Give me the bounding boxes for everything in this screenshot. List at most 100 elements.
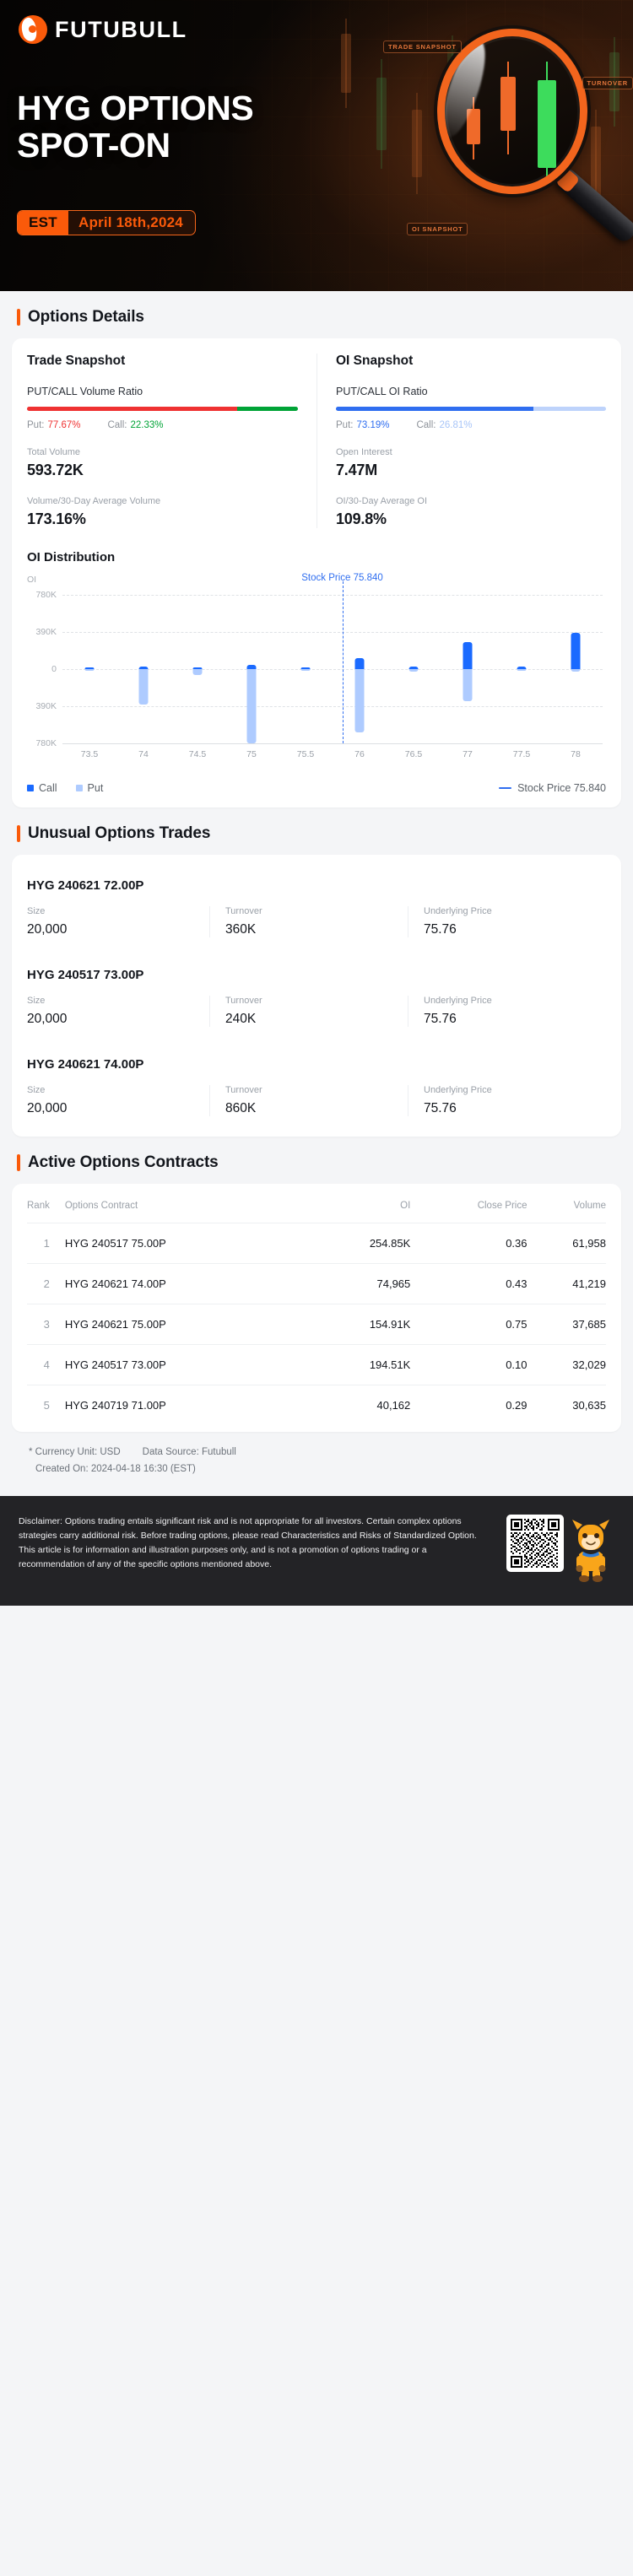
chart-bar-put xyxy=(571,669,581,672)
section-accent-bar xyxy=(17,309,20,326)
futubull-bull-logo-icon xyxy=(19,15,47,44)
cell-contract: HYG 240621 75.00P xyxy=(56,1304,315,1345)
options-details-title: Options Details xyxy=(28,308,144,326)
chart-bar-group: 73.5 xyxy=(62,595,116,759)
bull-mascot-svg xyxy=(572,1520,609,1583)
section-accent-bar xyxy=(17,825,20,842)
oi-ratio-put-segment xyxy=(336,407,534,411)
trade-ratio-label: PUT/CALL Volume Ratio xyxy=(27,386,143,397)
chart-gridline xyxy=(62,595,603,596)
chart-x-tick: 77.5 xyxy=(512,749,531,759)
cell-oi: 194.51K xyxy=(314,1344,411,1385)
chart-gridline xyxy=(62,632,603,633)
th-oi: OI xyxy=(400,1201,411,1211)
section-accent-bar xyxy=(17,1154,20,1171)
chart-bar-group: 76.5 xyxy=(387,595,441,759)
cell-oi: 154.91K xyxy=(314,1304,411,1345)
metric-volume-avg-value: 173.16% xyxy=(27,510,86,527)
legend-item-stock-price: Stock Price 75.840 xyxy=(499,782,606,794)
unusual-trade-size-label: Size xyxy=(27,996,46,1006)
trade-put-value: 77.67% xyxy=(47,420,81,430)
cell-volume: 61,958 xyxy=(527,1223,606,1264)
legend-call-swatch-icon xyxy=(27,785,34,791)
chart-gridline xyxy=(62,743,603,744)
qr-code-svg xyxy=(511,1519,560,1569)
oi-distribution-chart: OI Distribution OI Stock Price 75.840 78… xyxy=(27,550,606,794)
candlestick-decor xyxy=(500,62,516,154)
hero-banner: FUTUBULL HYG OPTIONS SPOT-ON EST April 1… xyxy=(0,0,633,291)
unusual-trade-turnover-value: 360K xyxy=(225,922,257,937)
chart-y-tick: 390K xyxy=(35,627,57,637)
unusual-trade-size-value: 20,000 xyxy=(27,922,68,937)
chart-x-tick: 73.5 xyxy=(80,749,99,759)
legend-item-call: Call xyxy=(27,782,57,794)
legend-put-swatch-icon xyxy=(75,785,83,791)
unusual-trade-turnover: Turnover 860K xyxy=(209,1085,408,1116)
oi-ratio-label: PUT/CALL OI Ratio xyxy=(336,386,428,397)
th-contract: Options Contract xyxy=(64,1201,138,1211)
brand-name: FUTUBULL xyxy=(55,16,187,42)
unusual-trade-columns: Size 20,000 Turnover 860K Underlying Price 75… xyxy=(27,1085,606,1116)
page-title-line2: SPOT-ON xyxy=(17,126,170,165)
cell-close-price: 0.10 xyxy=(410,1344,528,1385)
chart-bar-call xyxy=(246,665,257,669)
unusual-trade-underlying-value: 75.76 xyxy=(424,922,457,937)
qr-code-icon xyxy=(506,1515,564,1573)
unusual-trade-size-label: Size xyxy=(27,906,46,916)
chart-y-tick: 390K xyxy=(35,701,57,711)
table-header-row: Rank Options Contract OI Close Price Vol… xyxy=(27,1199,606,1223)
oi-ratio-values: Put: 73.19% Call: 26.81% xyxy=(336,420,606,430)
unusual-trade-size-value: 20,000 xyxy=(27,1101,68,1115)
metric-oi-avg-value: 109.8% xyxy=(336,510,387,527)
metric-oi-avg: OI/30-Day Average OI 109.8% xyxy=(336,496,606,528)
cell-contract: HYG 240517 75.00P xyxy=(56,1223,315,1264)
legend-stock-price-label: Stock Price 75.840 xyxy=(517,782,606,794)
active-contracts-card: Rank Options Contract OI Close Price Vol… xyxy=(12,1184,621,1432)
report-date: April 18th,2024 xyxy=(78,214,183,230)
unusual-trade-turnover: Turnover 360K xyxy=(209,906,408,937)
chart-x-tick: 76.5 xyxy=(404,749,423,759)
oi-ratio-bar xyxy=(336,407,606,411)
stock-price-line xyxy=(342,581,344,743)
table-head: Rank Options Contract OI Close Price Vol… xyxy=(27,1199,606,1223)
table-row: 2 HYG 240621 74.00P 74,965 0.43 41,219 xyxy=(27,1263,606,1304)
unusual-trade-underlying-label: Underlying Price xyxy=(424,906,492,916)
cell-rank: 2 xyxy=(27,1263,57,1304)
disclaimer-text: Disclaimer: Options trading entails sign… xyxy=(19,1516,477,1570)
th-rank: Rank xyxy=(27,1201,50,1211)
chart-bar-call xyxy=(300,667,311,669)
timezone-label: EST xyxy=(18,211,68,235)
unusual-trade-columns: Size 20,000 Turnover 240K Underlying Price 75… xyxy=(27,996,606,1027)
cell-contract: HYG 240621 74.00P xyxy=(56,1263,315,1304)
chip-turnover: TURNOVER xyxy=(582,77,633,89)
options-details-card: Trade Snapshot PUT/CALL Volume Ratio Put… xyxy=(12,338,621,807)
unusual-trade-turnover: Turnover 240K xyxy=(209,996,408,1027)
cell-rank: 3 xyxy=(27,1304,57,1345)
active-contracts-table: Rank Options Contract OI Close Price Vol… xyxy=(27,1199,606,1425)
chart-bar-call xyxy=(408,667,419,669)
chart-bar-group: 75.5 xyxy=(279,595,333,759)
unusual-trade-underlying-label: Underlying Price xyxy=(424,996,492,1006)
chart-bar-put xyxy=(138,669,149,705)
unusual-trade-columns: Size 20,000 Turnover 360K Underlying Price 75… xyxy=(27,906,606,937)
unusual-trades-header: Unusual Options Trades xyxy=(12,807,621,855)
unusual-trade-size: Size 20,000 xyxy=(27,1085,209,1116)
page-root: FUTUBULL HYG OPTIONS SPOT-ON EST April 1… xyxy=(0,0,633,1606)
unusual-trade-item: HYG 240621 74.00P Size 20,000 Turnover 860K U… xyxy=(27,1052,606,1116)
metric-volume-avg-label: Volume/30-Day Average Volume xyxy=(27,496,161,506)
unusual-trade-item: HYG 240621 72.00P Size 20,000 Turnover 360K U… xyxy=(27,873,606,937)
metric-open-interest-label: Open Interest xyxy=(336,447,392,457)
chip-oi-snapshot: OI SNAPSHOT xyxy=(407,223,468,235)
chart-bar-put xyxy=(246,669,257,743)
cell-oi: 254.85K xyxy=(314,1223,411,1264)
trade-snapshot-title: Trade Snapshot xyxy=(27,354,126,368)
chart-gridline xyxy=(62,706,603,707)
trade-ratio-values: Put: 77.67% Call: 22.33% xyxy=(27,420,298,430)
legend-item-put: Put xyxy=(75,782,104,794)
unusual-trade-turnover-value: 240K xyxy=(225,1012,257,1026)
chart-legend: Call Put Stock Price 75.840 xyxy=(27,782,606,794)
legend-put-label: Put xyxy=(87,782,104,794)
oi-put-key: Put: xyxy=(336,420,354,430)
candlestick-decor xyxy=(412,93,422,194)
unusual-trades-section: Unusual Options Trades HYG 240621 72.00P… xyxy=(0,807,633,1137)
